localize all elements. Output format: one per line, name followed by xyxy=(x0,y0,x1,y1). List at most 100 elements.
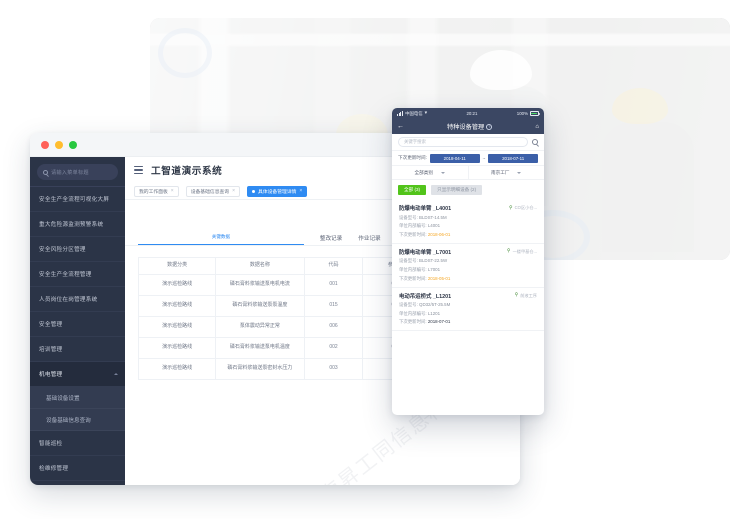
device-name: 防爆电动单臂 _L4001 xyxy=(399,206,452,212)
device-model-row: 设备型号: BLDST-22.5W xyxy=(399,258,537,264)
sidebar-search[interactable]: 请输入菜单标题 xyxy=(37,164,118,180)
list-item[interactable]: 防爆电动单臂 _L7001 ⚲ 一楼甲基仓... 设备型号: BLDST-22.… xyxy=(392,244,544,288)
device-update-value: 2018-06-01 xyxy=(427,231,451,237)
cell-code: 006 xyxy=(303,316,364,338)
mobile-status-bar: 中国电信 ▾ 20:21 100% xyxy=(392,108,544,119)
list-item[interactable]: 防爆电动单臂 _L4001 ⚲ CO区小仓... 设备型号: BLDST-14.… xyxy=(392,200,544,244)
sidebar-item-label: 培训管理 xyxy=(39,347,63,353)
cell-category: 演示巡检路线 xyxy=(137,316,217,338)
select-category[interactable]: 全部类别 xyxy=(392,166,468,179)
list-item[interactable]: 电动吊运桥式 _L1201 ⚲ 前液工序 设备型号: QD32/5T-25.5M… xyxy=(392,288,544,332)
sidebar-item-label: 机电管理 xyxy=(39,372,63,378)
sidebar-item-safety-mgmt[interactable]: 安全管理 xyxy=(30,312,125,337)
question-mark-icon[interactable]: ? xyxy=(486,123,493,130)
back-arrow-icon[interactable]: ← xyxy=(397,123,404,130)
search-placeholder: 关键字搜索 xyxy=(404,139,426,144)
battery-percent-label: 100% xyxy=(516,111,528,116)
date-start-button[interactable]: 2018-04-11 xyxy=(429,153,480,163)
device-model-row: 设备型号: BLDST-14.5M xyxy=(399,215,537,221)
sidebar-item-training[interactable]: 培训管理 xyxy=(30,337,125,362)
device-model-value: QD32/5T-25.5M xyxy=(419,302,451,308)
mobile-search-bar: 关键字搜索 xyxy=(392,134,544,151)
device-code-row: 单位内部编号: L7001 xyxy=(399,267,537,273)
cell-name: 磷石膏料浆输送泵电机电流 xyxy=(215,274,305,296)
minimize-icon[interactable] xyxy=(55,140,63,149)
device-code-row: 单位内部编号: L1201 xyxy=(399,311,537,317)
battery-icon xyxy=(529,111,540,116)
sidebar-item-smart-inspection[interactable]: 智能巡检 xyxy=(30,431,125,456)
sidebar-item-label: 安全生产全流程管理 xyxy=(39,272,92,278)
home-icon[interactable]: ⌂ xyxy=(535,123,539,130)
sidebar-search-placeholder: 请输入菜单标题 xyxy=(51,169,89,176)
date-end-button[interactable]: 2018-07-11 xyxy=(488,153,538,163)
date-filter-label: 下次更新时间: xyxy=(398,155,427,160)
sidebar-subitem-device-query[interactable]: 设备基础信息查询 xyxy=(30,409,125,431)
cell-category: 演示巡检路线 xyxy=(137,295,217,317)
tab-device-detail[interactable]: 具体设备管理详情 × xyxy=(247,185,308,197)
hamburger-icon[interactable] xyxy=(134,165,143,175)
sidebar-item-personnel[interactable]: 人员岗位在岗管理系统 xyxy=(30,287,125,312)
device-model-row: 设备型号: QD32/5T-25.5M xyxy=(399,302,537,308)
tab-work-records[interactable]: 作业记录 xyxy=(358,236,381,242)
column-header-code: 代码 xyxy=(303,257,364,275)
filter-detail-only-button[interactable]: 只显示明细设备 (2) xyxy=(431,185,483,195)
active-dot-icon xyxy=(252,189,256,193)
device-location-label: CO区小仓... xyxy=(514,205,537,210)
device-name: 电动吊运桥式 _L1201 xyxy=(399,293,452,300)
select-factory[interactable]: 南京工厂 xyxy=(467,166,545,179)
sidebar-item-maintenance[interactable]: 检维修管理 xyxy=(30,456,125,481)
sidebar-item-label: 检维修管理 xyxy=(39,466,69,472)
tab-key-data[interactable]: 关键数据 xyxy=(138,232,304,245)
tab-label: 设备基础信息查询 xyxy=(190,189,230,195)
device-update-label: 下次更新时间: xyxy=(399,275,427,281)
sidebar-item-label: 安全生产全流程可视化大屏 xyxy=(39,197,110,203)
column-header-name: 数据名称 xyxy=(215,257,305,275)
tab-device-query[interactable]: 设备基础信息查询 × xyxy=(185,185,241,197)
select-factory-label: 南京工厂 xyxy=(491,169,510,175)
device-code-value: L4001 xyxy=(427,223,441,229)
device-model-value: BLDST-14.5M xyxy=(419,214,447,220)
close-icon[interactable]: × xyxy=(232,188,236,194)
filter-all-button[interactable]: 全部 (3) xyxy=(398,185,427,195)
map-pin-icon: ⚲ xyxy=(514,292,519,299)
sidebar-item-label: 重大危险源监测预警系统 xyxy=(39,222,104,228)
cell-name: 磷石膏料浆输送泵泵温度 xyxy=(215,295,305,317)
app-header: 工智道演示系统 xyxy=(125,157,520,183)
cell-code: 015 xyxy=(303,295,364,317)
cell-name: 泵体震动异常正常 xyxy=(215,316,305,338)
device-location: ⚲ CO区小仓... xyxy=(509,205,537,211)
sidebar: 请输入菜单标题 安全生产全流程可视化大屏 重大危险源监测预警系统 安全风险分区管… xyxy=(30,157,125,485)
sidebar-subitem-label: 基础设备设置 xyxy=(46,395,80,402)
mobile-panel: 中国电信 ▾ 20:21 100% ← 特种设备管理 ? ⌂ 关键字搜索 下 xyxy=(392,108,544,415)
tab-my-workbench[interactable]: 我的工作面板 × xyxy=(134,185,179,197)
sidebar-subitem-device-setup[interactable]: 基础设备设置 xyxy=(30,387,125,409)
device-update-row: 下次更新时间: 2018-06-01 xyxy=(399,232,537,238)
search-input[interactable]: 关键字搜索 xyxy=(398,137,528,147)
tab-rectification-records[interactable]: 整改记录 xyxy=(319,236,343,242)
chevron-down-icon xyxy=(440,171,445,174)
close-icon[interactable]: × xyxy=(299,188,303,194)
device-code-label: 单位内部编号: xyxy=(399,223,427,229)
maximize-icon[interactable] xyxy=(69,140,77,149)
close-icon[interactable] xyxy=(41,140,49,149)
cell-category: 演示巡检路线 xyxy=(137,358,217,380)
sidebar-item-visual-screen[interactable]: 安全生产全流程可视化大屏 xyxy=(30,187,125,212)
sidebar-item-hazard-monitor[interactable]: 重大危险源监测预警系统 xyxy=(30,212,125,237)
date-separator: ~ xyxy=(482,155,486,161)
mobile-title-group: 特种设备管理 ? xyxy=(447,122,493,131)
close-icon[interactable]: × xyxy=(170,188,174,194)
sidebar-item-risk-zone[interactable]: 安全风险分区管理 xyxy=(30,237,125,262)
sidebar-item-electromechanical[interactable]: 机电管理 xyxy=(30,362,125,387)
sidebar-menu-lower: 智能巡检 检维修管理 xyxy=(30,431,125,481)
clock-label: 20:21 xyxy=(466,111,478,116)
device-code-value: L1201 xyxy=(427,310,441,316)
search-icon[interactable] xyxy=(532,139,538,145)
cell-code: 003 xyxy=(303,358,364,380)
sidebar-item-process-mgmt[interactable]: 安全生产全流程管理 xyxy=(30,262,125,287)
wifi-icon: ▾ xyxy=(424,110,428,116)
sidebar-item-label: 智能巡检 xyxy=(39,441,63,447)
signal-bars-icon xyxy=(397,111,404,116)
cell-name: 磷石膏料浆输送泵密封水压力 xyxy=(215,358,305,380)
device-model-label: 设备型号: xyxy=(399,258,418,264)
device-code-label: 单位内部编号: xyxy=(399,266,427,272)
